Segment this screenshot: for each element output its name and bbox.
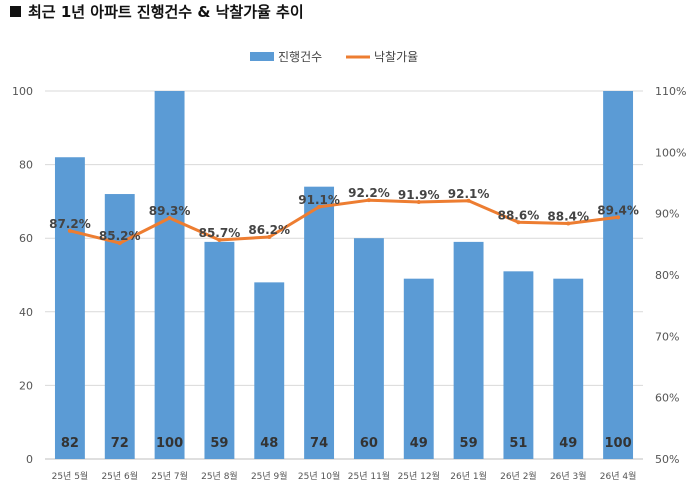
rate-value-label: 91.9% (398, 188, 440, 202)
legend-line-label: 낙찰가율 (374, 50, 418, 64)
bar-value-label: 59 (460, 436, 478, 451)
rate-point (366, 198, 371, 203)
bar-value-label: 60 (360, 436, 378, 451)
bar (54, 157, 85, 460)
bar-series (54, 91, 634, 460)
bar-value-label: 100 (605, 436, 632, 451)
x-category-label: 25년 5월 (52, 470, 89, 482)
rate-point (217, 238, 222, 243)
bar-value-label: 74 (310, 436, 328, 451)
rate-value-label: 85.2% (99, 229, 141, 243)
x-category-label: 25년 8월 (201, 470, 238, 482)
chart-title: 최근 1년 아파트 진행건수 & 낙찰가율 추이 (28, 3, 304, 21)
rate-value-label: 91.1% (298, 193, 340, 207)
y-tick-label: 0 (26, 453, 33, 466)
rate-value-label: 89.3% (149, 204, 191, 218)
bar-value-label: 51 (509, 436, 527, 451)
bar (603, 91, 634, 459)
bar-value-label: 48 (260, 436, 278, 451)
y-axis-left: 0 20 40 60 80 100 (12, 85, 33, 466)
x-category-label: 25년 11월 (348, 470, 390, 482)
y-tick-label: 20 (19, 379, 33, 392)
x-category-label: 25년 12월 (398, 470, 440, 482)
rate-line-series (67, 198, 621, 246)
bar (353, 238, 384, 459)
x-category-label: 25년 10월 (298, 470, 340, 482)
y-tick-label: 80 (19, 159, 33, 172)
rate-value-label: 87.2% (49, 217, 91, 231)
bar-value-label: 49 (410, 436, 428, 451)
x-category-label: 26년 2월 (500, 470, 537, 482)
bar (304, 186, 335, 459)
bar (204, 241, 235, 459)
bar (453, 241, 484, 459)
rate-value-labels: 87.2% 85.2% 89.3% 85.7% 86.2% 91.1% 92.2% 91.9%… (49, 186, 639, 243)
gridlines (45, 90, 643, 460)
x-category-label: 26년 1월 (450, 470, 487, 482)
rate-value-label: 86.2% (248, 223, 290, 237)
y2-tick-label: 50% (655, 453, 679, 466)
bar (154, 91, 185, 459)
rate-point (167, 215, 172, 220)
bar-value-label: 59 (210, 436, 228, 451)
rate-point (616, 215, 621, 220)
rate-point (117, 241, 122, 246)
legend-bar-label: 진행건수 (278, 49, 322, 64)
bar-value-label: 82 (61, 436, 79, 451)
bar (254, 282, 285, 459)
bar (403, 278, 434, 459)
bar-value-labels: 82 72 100 59 48 74 60 49 59 51 49 100 (61, 436, 632, 451)
y2-tick-label: 100% (655, 146, 686, 159)
rate-point (466, 198, 471, 203)
x-category-label: 26년 4월 (600, 470, 637, 482)
y-tick-label: 60 (19, 232, 33, 245)
x-category-label: 25년 9월 (251, 470, 288, 482)
bar-value-label: 72 (111, 436, 129, 451)
x-category-label: 25년 6월 (101, 470, 138, 482)
rate-point (516, 220, 521, 225)
rate-point (416, 200, 421, 205)
bar-value-label: 49 (559, 436, 577, 451)
bar-value-label: 100 (156, 436, 183, 451)
rate-line (68, 198, 620, 245)
x-axis: 25년 5월 25년 6월 25년 7월 25년 8월 25년 9월 25년 10월 25년… (52, 470, 637, 482)
bar (503, 271, 534, 459)
rate-point (67, 228, 72, 233)
y2-tick-label: 70% (655, 330, 679, 343)
y-tick-label: 40 (19, 306, 33, 319)
rate-point (317, 204, 322, 209)
y2-tick-label: 90% (655, 208, 679, 221)
x-category-label: 25년 7월 (151, 470, 188, 482)
rate-value-label: 88.6% (498, 208, 540, 222)
y2-tick-label: 110% (655, 85, 686, 98)
rate-value-label: 85.7% (199, 226, 241, 240)
y2-tick-label: 80% (655, 269, 679, 282)
title-square-icon (10, 6, 21, 17)
bar (553, 278, 584, 459)
rate-value-label: 88.4% (547, 209, 589, 223)
rate-value-label: 92.2% (348, 186, 390, 200)
y2-tick-label: 60% (655, 392, 679, 405)
legend: 진행건수 낙찰가율 (250, 49, 418, 64)
x-category-label: 26년 3월 (550, 470, 587, 482)
y-axis-right: 50% 60% 70% 80% 90% 100% 110% (655, 85, 686, 466)
rate-value-label: 92.1% (448, 187, 490, 201)
rate-value-label: 89.4% (597, 203, 639, 217)
rate-point (566, 221, 571, 226)
legend-bar-swatch (250, 52, 274, 61)
y-tick-label: 100 (12, 85, 33, 98)
rate-point (267, 234, 272, 239)
